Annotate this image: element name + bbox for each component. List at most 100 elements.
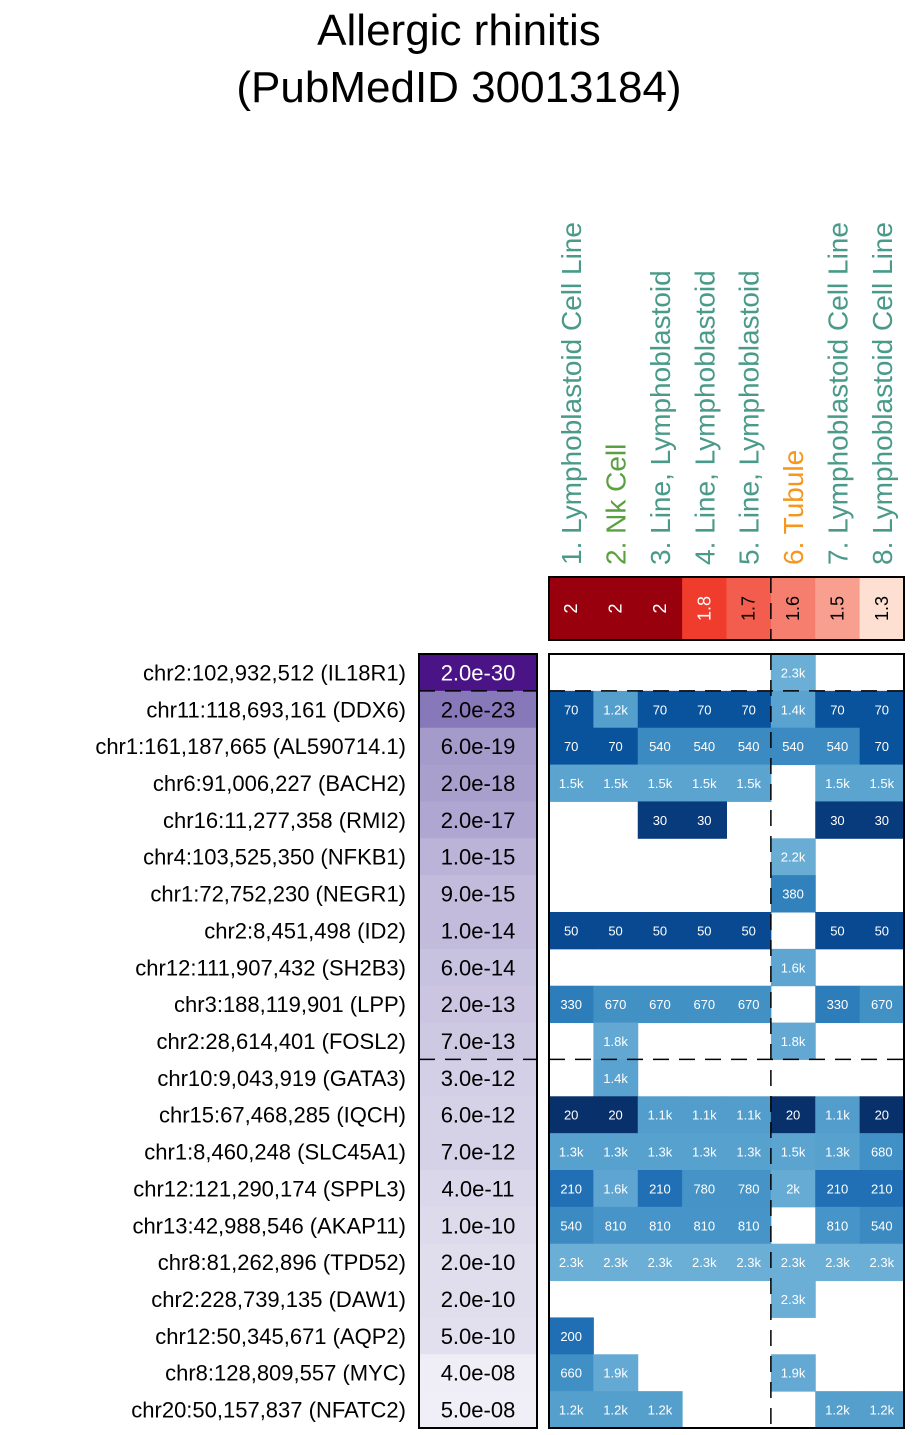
row-label: chr2:28,614,401 (FOSL2)	[157, 1029, 406, 1054]
row-label: chr1:161,187,665 (AL590714.1)	[95, 734, 406, 759]
heatmap-cell	[726, 912, 772, 950]
score-cell	[593, 577, 639, 640]
cell-label: 1.3k	[648, 1145, 673, 1160]
score-label: 2	[606, 603, 626, 613]
heatmap-cell	[770, 1354, 816, 1392]
cell-label: 810	[827, 1218, 849, 1233]
cell-label: 670	[871, 997, 893, 1012]
cell-label: 200	[560, 1329, 582, 1344]
cell-label: 20	[564, 1108, 578, 1123]
heatmap-cell	[549, 764, 594, 802]
heatmap-cell	[770, 690, 816, 729]
row-labels: chr2:102,932,512 (IL18R1) chr11:118,693,1…	[95, 660, 406, 1422]
heatmap-cell	[549, 690, 594, 729]
heatmap-cell	[859, 985, 905, 1024]
cell-label: 1.2k	[603, 1403, 628, 1418]
heatmap-cell	[815, 1170, 861, 1208]
heatmap-cell	[726, 1096, 772, 1134]
score-label: 2	[650, 603, 670, 613]
heatmap-cell	[593, 985, 639, 1024]
heatmap-cell	[682, 1243, 727, 1282]
row-label: chr12:111,907,432 (SH2B3)	[135, 955, 406, 980]
cell-label: 30	[653, 813, 667, 828]
score-cell	[859, 577, 905, 640]
cell-label: 50	[741, 923, 755, 938]
column-label: 6. Tubule	[778, 450, 809, 565]
cell-label: 50	[653, 923, 667, 938]
heatmap-cell	[859, 1133, 905, 1171]
cell-label: 380	[782, 887, 804, 902]
heatmap-cell	[726, 1243, 772, 1282]
heatmap-cell	[593, 912, 639, 950]
cell-label: 670	[693, 997, 715, 1012]
heatmap-cell	[549, 1391, 594, 1429]
heatmap-cell	[682, 1170, 727, 1208]
cell-label: 1.2k	[559, 1403, 584, 1418]
pvalue-label: 7.0e-12	[441, 1140, 516, 1165]
column-label: 8. Lymphoblastoid Cell Line	[867, 222, 898, 565]
pvalue-label: 2.0e-30	[441, 660, 516, 685]
row-label: chr20:50,157,837 (NFATC2)	[131, 1398, 406, 1423]
pvalue-cell	[419, 1354, 537, 1392]
row-label: chr8:81,262,896 (TPD52)	[158, 1250, 406, 1275]
heatmap-cell	[549, 1170, 594, 1208]
heatmap-cell	[637, 1096, 683, 1134]
heatmap-cells: 2.3k 70 1.2k 70 70 70 1.4k 70 70 70 70 540 540 540 540…	[549, 654, 905, 1429]
cell-label: 210	[649, 1181, 671, 1196]
cell-label: 1.4k	[781, 702, 806, 717]
heatmap-cell	[593, 1022, 639, 1060]
cell-label: 1.5k	[736, 776, 761, 791]
cell-label: 70	[741, 702, 755, 717]
cell-label: 810	[693, 1218, 715, 1233]
cell-label: 1.5k	[603, 776, 628, 791]
heatmap-cell	[770, 875, 816, 913]
cell-label: 540	[693, 739, 715, 754]
cell-label: 670	[605, 997, 627, 1012]
cell-label: 210	[871, 1181, 893, 1196]
score-cell	[682, 577, 727, 640]
cell-label: 70	[875, 739, 889, 754]
heatmap-cell	[593, 1206, 639, 1245]
pvalue-cell	[419, 1317, 537, 1355]
heatmap-cell	[726, 985, 772, 1024]
heatmap-cell	[637, 764, 683, 802]
cell-label: 20	[786, 1108, 800, 1123]
cell-label: 1.5k	[648, 776, 673, 791]
cell-label: 50	[830, 923, 844, 938]
pvalue-label: 2.0e-23	[441, 697, 516, 722]
heatmap-cell	[682, 801, 727, 839]
cell-label: 2.3k	[559, 1255, 584, 1270]
heatmap-cell	[637, 985, 683, 1024]
column-label: 1. Lymphoblastoid Cell Line	[556, 222, 587, 565]
heatmap-cell	[682, 912, 727, 950]
heatmap-border	[548, 653, 905, 1429]
heatmap-cell	[549, 1243, 594, 1282]
heatmap-cell	[593, 764, 639, 802]
heatmap-cell	[859, 801, 905, 839]
pvalue-cell	[419, 985, 537, 1024]
cell-label: 20	[875, 1108, 889, 1123]
heatmap-cell	[815, 801, 861, 839]
heatmap-cell	[637, 801, 683, 839]
pvalue-cell	[419, 801, 537, 839]
heatmap-cell	[637, 1133, 683, 1171]
heatmap-cell	[726, 727, 772, 766]
cell-label: 70	[875, 702, 889, 717]
heatmap-cell	[815, 727, 861, 766]
pvalue-label: 4.0e-08	[441, 1361, 516, 1386]
row-label: chr1:8,460,248 (SLC45A1)	[144, 1140, 406, 1165]
heatmap-cell	[770, 838, 816, 876]
cell-label: 1.2k	[870, 1403, 895, 1418]
heatmap-cell	[815, 1243, 861, 1282]
heatmap-cell	[726, 1206, 772, 1245]
cell-label: 2.3k	[781, 665, 806, 680]
cell-label: 1.6k	[781, 960, 806, 975]
cell-label: 660	[560, 1366, 582, 1381]
heatmap-cell	[549, 1096, 594, 1134]
cell-label: 30	[697, 813, 711, 828]
heatmap-cell	[593, 1133, 639, 1171]
row-label: chr3:188,119,901 (LPP)	[174, 992, 406, 1017]
row-label: chr13:42,988,546 (AKAP11)	[132, 1213, 406, 1238]
heatmap-cell	[682, 1096, 727, 1134]
heatmap-cell	[815, 1096, 861, 1134]
